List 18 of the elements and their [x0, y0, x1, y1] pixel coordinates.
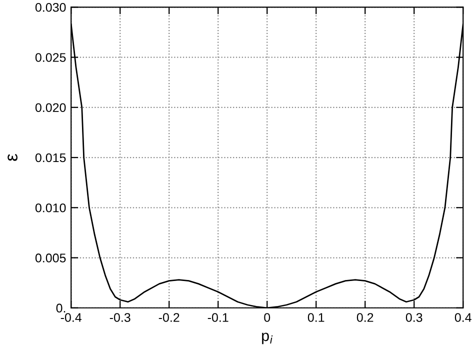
- x-tick-label: 0.2: [356, 313, 374, 322]
- x-tick-label: 0.3: [406, 313, 422, 322]
- x-tick-label: 0: [264, 313, 270, 322]
- x-axis-title: p$_{i}$: [262, 332, 273, 344]
- y-tick-label: 0.030: [35, 2, 66, 12]
- x-tick-label: -0.1: [208, 313, 228, 322]
- x-tick-label: -0.3: [110, 313, 130, 322]
- y-tick-label: 0.: [56, 304, 66, 313]
- x-tick-label: 0.1: [308, 313, 324, 322]
- x-tick-label: -0.4: [60, 313, 82, 322]
- x-tick-label: 0.4: [454, 313, 472, 322]
- y-tick-label: 0.005: [35, 254, 66, 262]
- y-tick-label: 0.020: [35, 103, 66, 112]
- y-axis-title: ε: [8, 154, 18, 161]
- y-tick-label: 0.015: [35, 153, 66, 162]
- x-tick-label: -0.2: [158, 313, 180, 322]
- y-tick-label: 0.025: [35, 53, 66, 62]
- y-tick-label: 0.010: [35, 203, 66, 212]
